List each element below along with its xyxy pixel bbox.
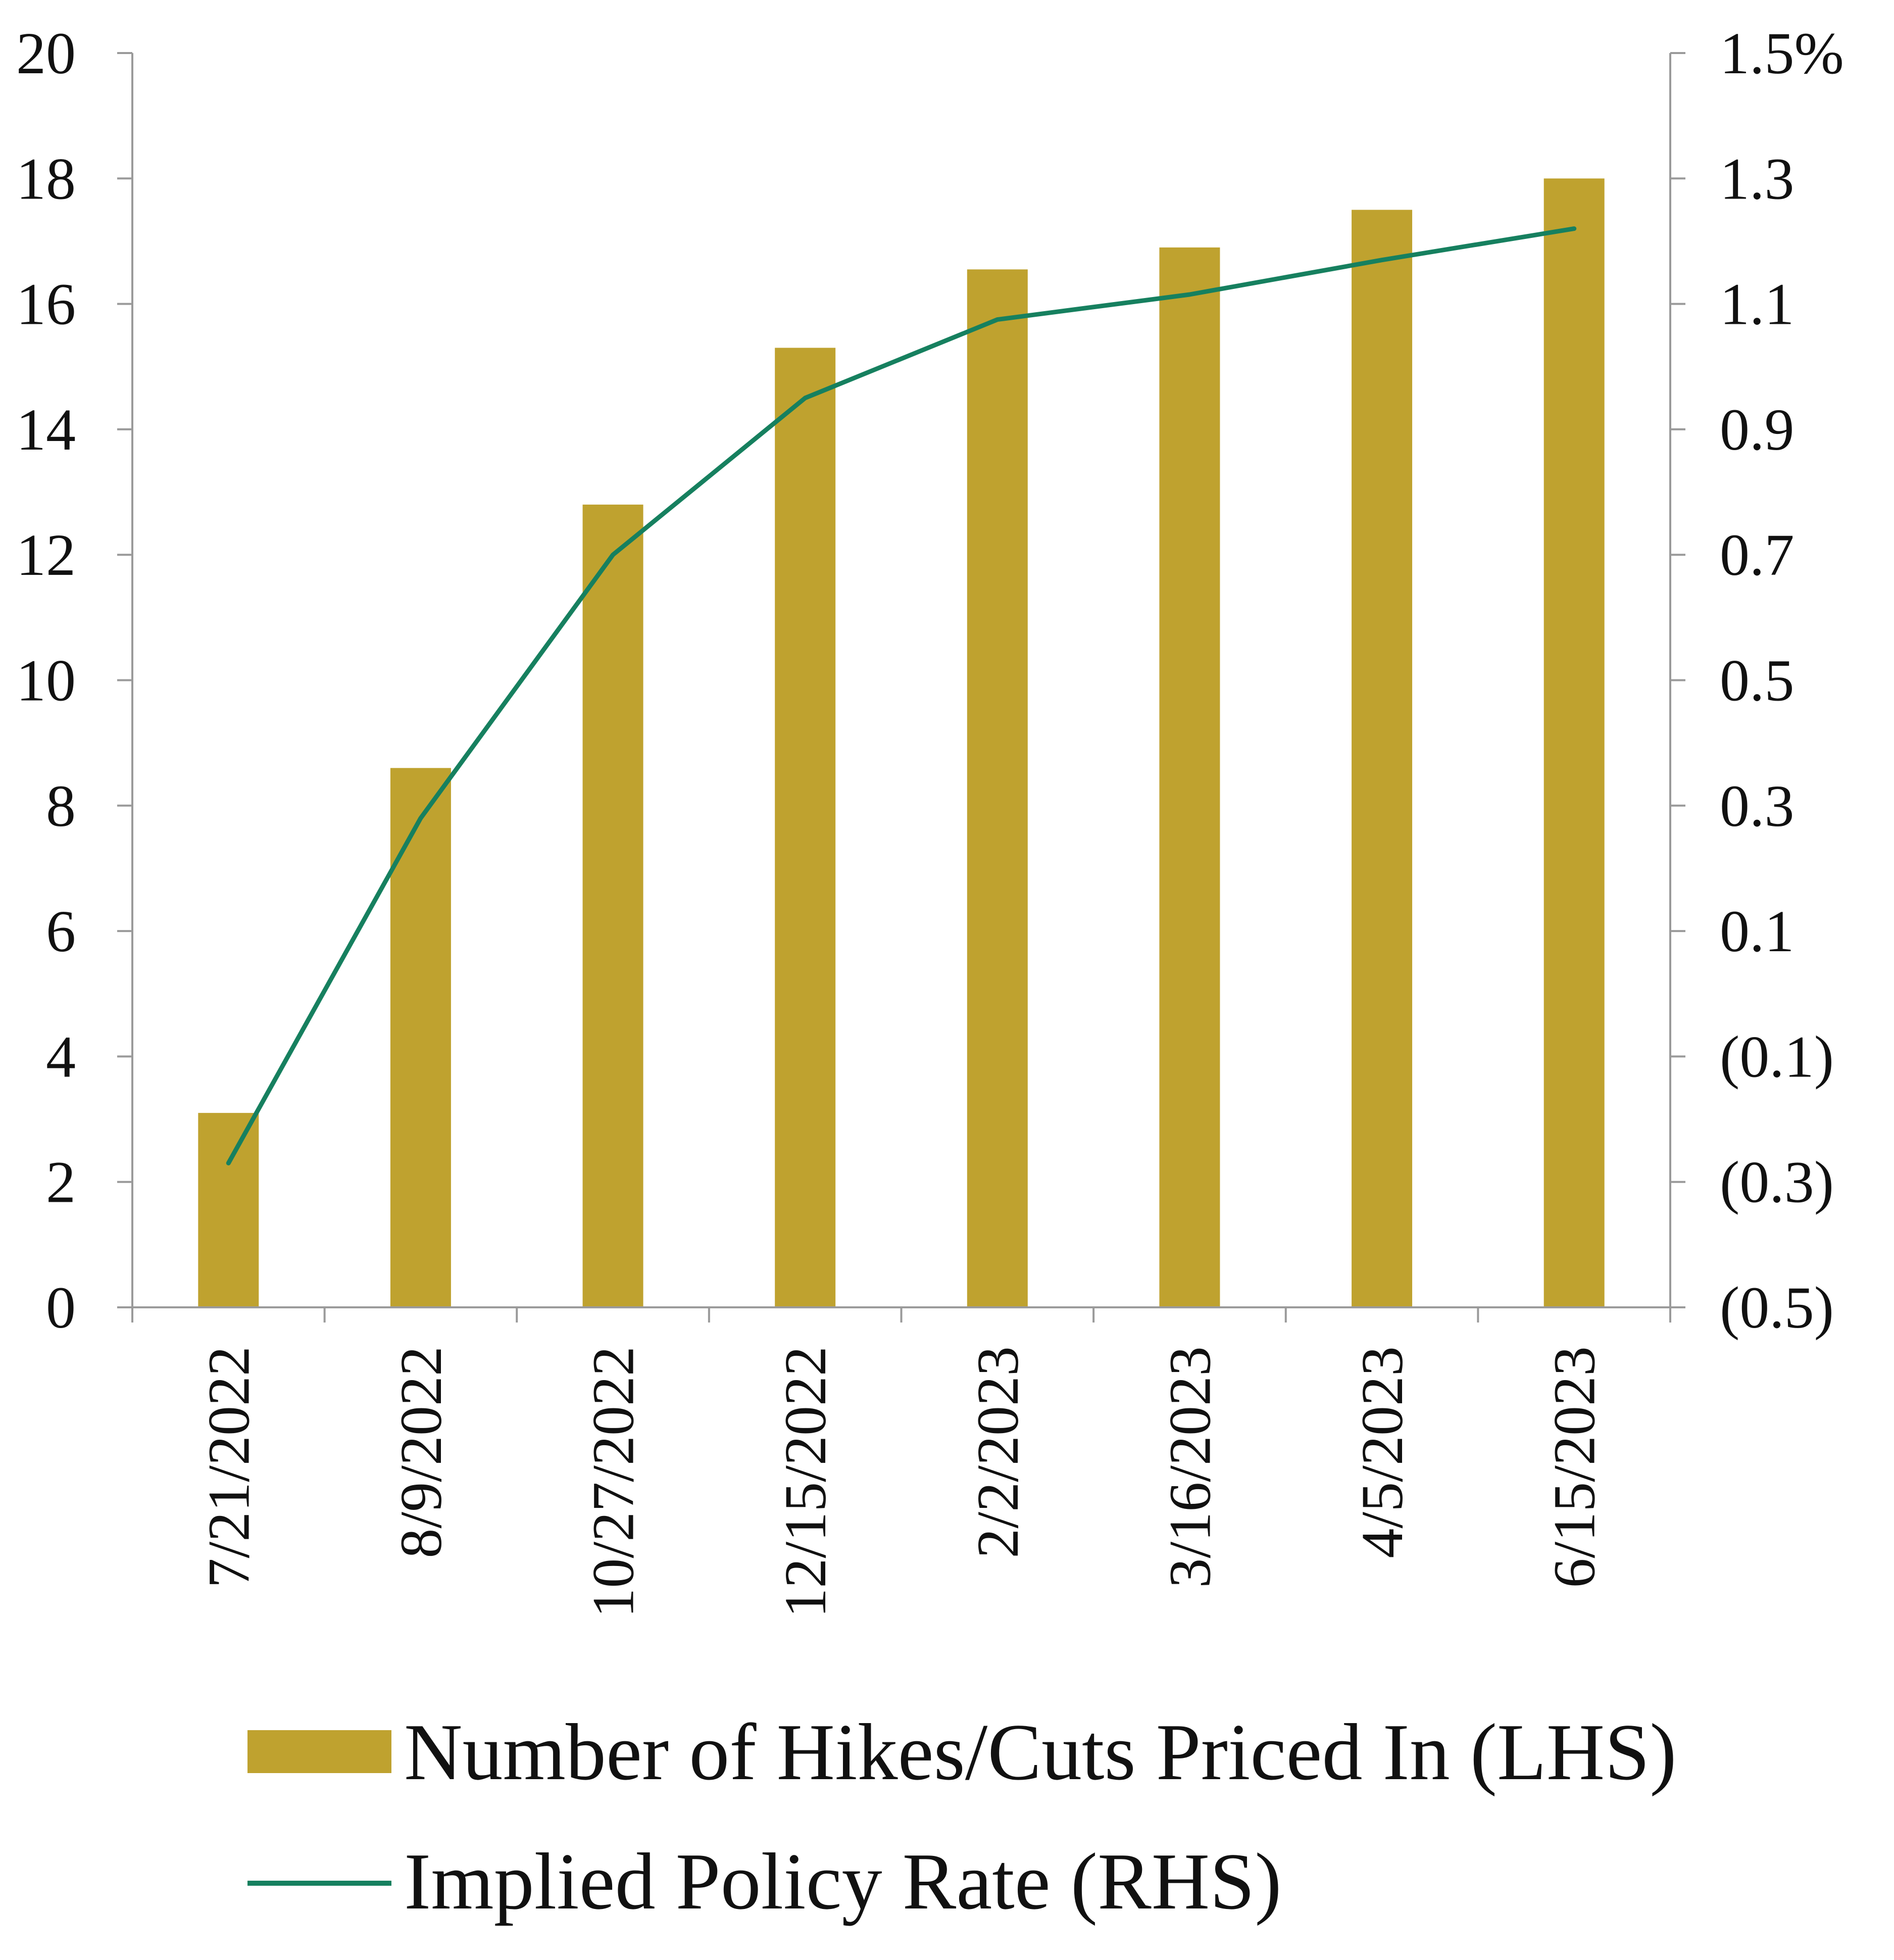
bar-6/15/2023 <box>1543 178 1605 1307</box>
legend-swatch-bars <box>247 1730 391 1773</box>
left-tick-label: 8 <box>46 773 76 839</box>
x-tick-label: 12/15/2022 <box>772 1346 838 1618</box>
implied-policy-rate-line <box>226 226 1577 1165</box>
right-tick-label: 0.7 <box>1720 522 1795 588</box>
bar-4/5/2023 <box>1352 210 1413 1307</box>
bar-series <box>198 178 1605 1308</box>
left-tick-label: 10 <box>16 648 76 714</box>
line-series <box>226 226 1577 1165</box>
left-tick-label: 4 <box>46 1023 76 1090</box>
bar-10/27/2022 <box>582 504 643 1307</box>
bar-3/16/2023 <box>1159 247 1220 1307</box>
x-tick-label: 7/21/2022 <box>195 1346 262 1588</box>
right-tick-label: 0.5 <box>1720 648 1795 714</box>
left-tick-label: 12 <box>16 522 76 588</box>
x-axis-tick-labels: 7/21/2022 8/9/2022 10/27/2022 12/15/2022 2/2… <box>195 1346 1607 1618</box>
legend-label-line: Implied Policy Rate (RHS) <box>404 1836 1282 1926</box>
right-tick-label: 1.5% <box>1720 20 1844 86</box>
x-tick-label: 2/2/2023 <box>965 1346 1031 1558</box>
right-axis-tick-labels: (0.5) (0.3) (0.1) 0.1 0.3 0.5 0.7 0.9 1.1 1.3 1.5% <box>1720 20 1844 1341</box>
axes <box>117 52 1685 1322</box>
right-tick-label: 1.1 <box>1720 271 1795 337</box>
left-tick-label: 20 <box>16 20 76 86</box>
x-tick-label: 8/9/2022 <box>388 1346 454 1558</box>
right-tick-label: 0.3 <box>1720 773 1795 839</box>
left-tick-label: 18 <box>16 145 76 212</box>
right-tick-label: (0.1) <box>1720 1023 1834 1090</box>
left-tick-label: 16 <box>16 271 76 337</box>
bar-12/15/2022 <box>775 348 836 1307</box>
bar-7/21/2022 <box>198 1113 259 1307</box>
right-tick-label: 0.9 <box>1720 397 1795 463</box>
right-tick-label: 1.3 <box>1720 145 1795 212</box>
left-tick-label: 2 <box>46 1149 76 1215</box>
x-tick-label: 3/16/2023 <box>1157 1346 1223 1588</box>
right-tick-label: (0.3) <box>1720 1149 1834 1215</box>
x-tick-label: 6/15/2023 <box>1541 1346 1608 1588</box>
left-axis-tick-labels: 0 2 4 6 8 10 12 14 16 18 20 <box>16 20 76 1341</box>
legend: Number of Hikes/Cuts Priced In (LHS) Imp… <box>247 1707 1677 1926</box>
right-tick-label: 0.1 <box>1720 898 1795 964</box>
left-tick-label: 0 <box>46 1275 76 1341</box>
legend-label-bars: Number of Hikes/Cuts Priced In (LHS) <box>404 1707 1677 1797</box>
left-tick-label: 14 <box>16 397 76 463</box>
x-tick-label: 10/27/2022 <box>580 1346 646 1618</box>
left-tick-label: 6 <box>46 898 76 964</box>
x-tick-label: 4/5/2023 <box>1349 1346 1415 1558</box>
bar-2/2/2023 <box>967 269 1028 1308</box>
bar-8/9/2022 <box>390 768 451 1307</box>
right-tick-label: (0.5) <box>1720 1275 1834 1341</box>
